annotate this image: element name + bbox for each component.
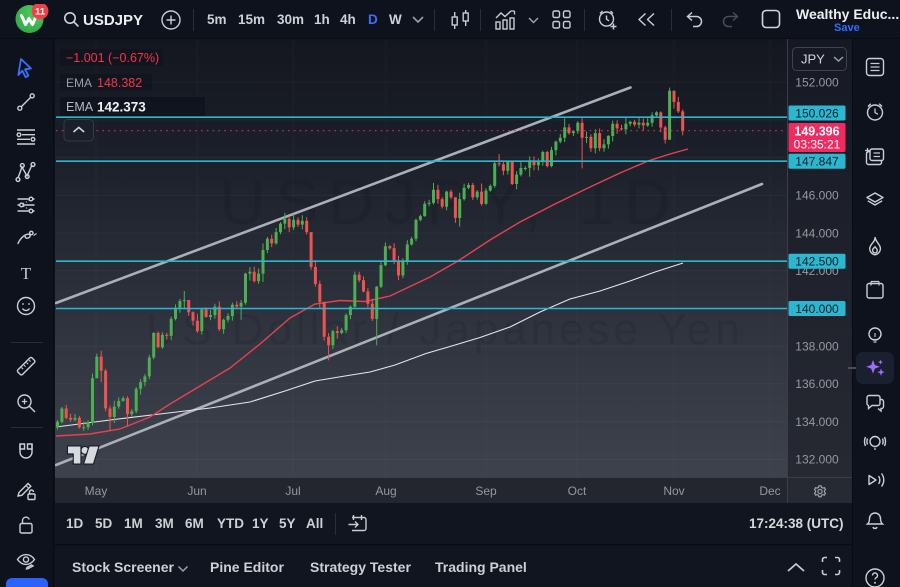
svg-text:149.396: 149.396	[794, 125, 839, 139]
svg-text:Dec: Dec	[759, 484, 780, 498]
svg-text:Nov: Nov	[663, 484, 684, 498]
svg-text:136.000: 136.000	[795, 377, 839, 391]
svg-text:Jul: Jul	[285, 484, 300, 498]
svg-text:140.000: 140.000	[795, 302, 839, 316]
svg-text:150.026: 150.026	[795, 106, 839, 120]
svg-text:134.000: 134.000	[795, 415, 839, 429]
svg-text:11: 11	[35, 7, 46, 18]
svg-text:Sep: Sep	[475, 484, 497, 498]
svg-text:Aug: Aug	[375, 484, 396, 498]
svg-text:EMA: EMA	[66, 100, 94, 114]
svg-text:148.382: 148.382	[97, 76, 142, 90]
svg-text:142.500: 142.500	[795, 255, 839, 269]
svg-text:Oct: Oct	[568, 484, 587, 498]
svg-text:Jun: Jun	[187, 484, 206, 498]
svg-text:May: May	[85, 484, 108, 498]
svg-text:EMA: EMA	[66, 76, 92, 90]
svg-text:144.000: 144.000	[795, 226, 839, 240]
svg-text:T: T	[21, 264, 32, 283]
svg-text:−1.001 (−0.67%): −1.001 (−0.67%)	[66, 51, 159, 65]
svg-text:146.000: 146.000	[795, 189, 839, 203]
svg-text:152.000: 152.000	[795, 76, 839, 90]
svg-text:138.000: 138.000	[795, 340, 839, 354]
svg-text:142.373: 142.373	[97, 100, 146, 115]
svg-text:JPY: JPY	[801, 52, 825, 67]
svg-text:132.000: 132.000	[795, 453, 839, 467]
svg-text:US Dollar / Japanese Yen: US Dollar / Japanese Yen	[146, 305, 743, 354]
svg-text:03:35:21: 03:35:21	[794, 137, 841, 151]
svg-text:147.847: 147.847	[795, 155, 839, 169]
